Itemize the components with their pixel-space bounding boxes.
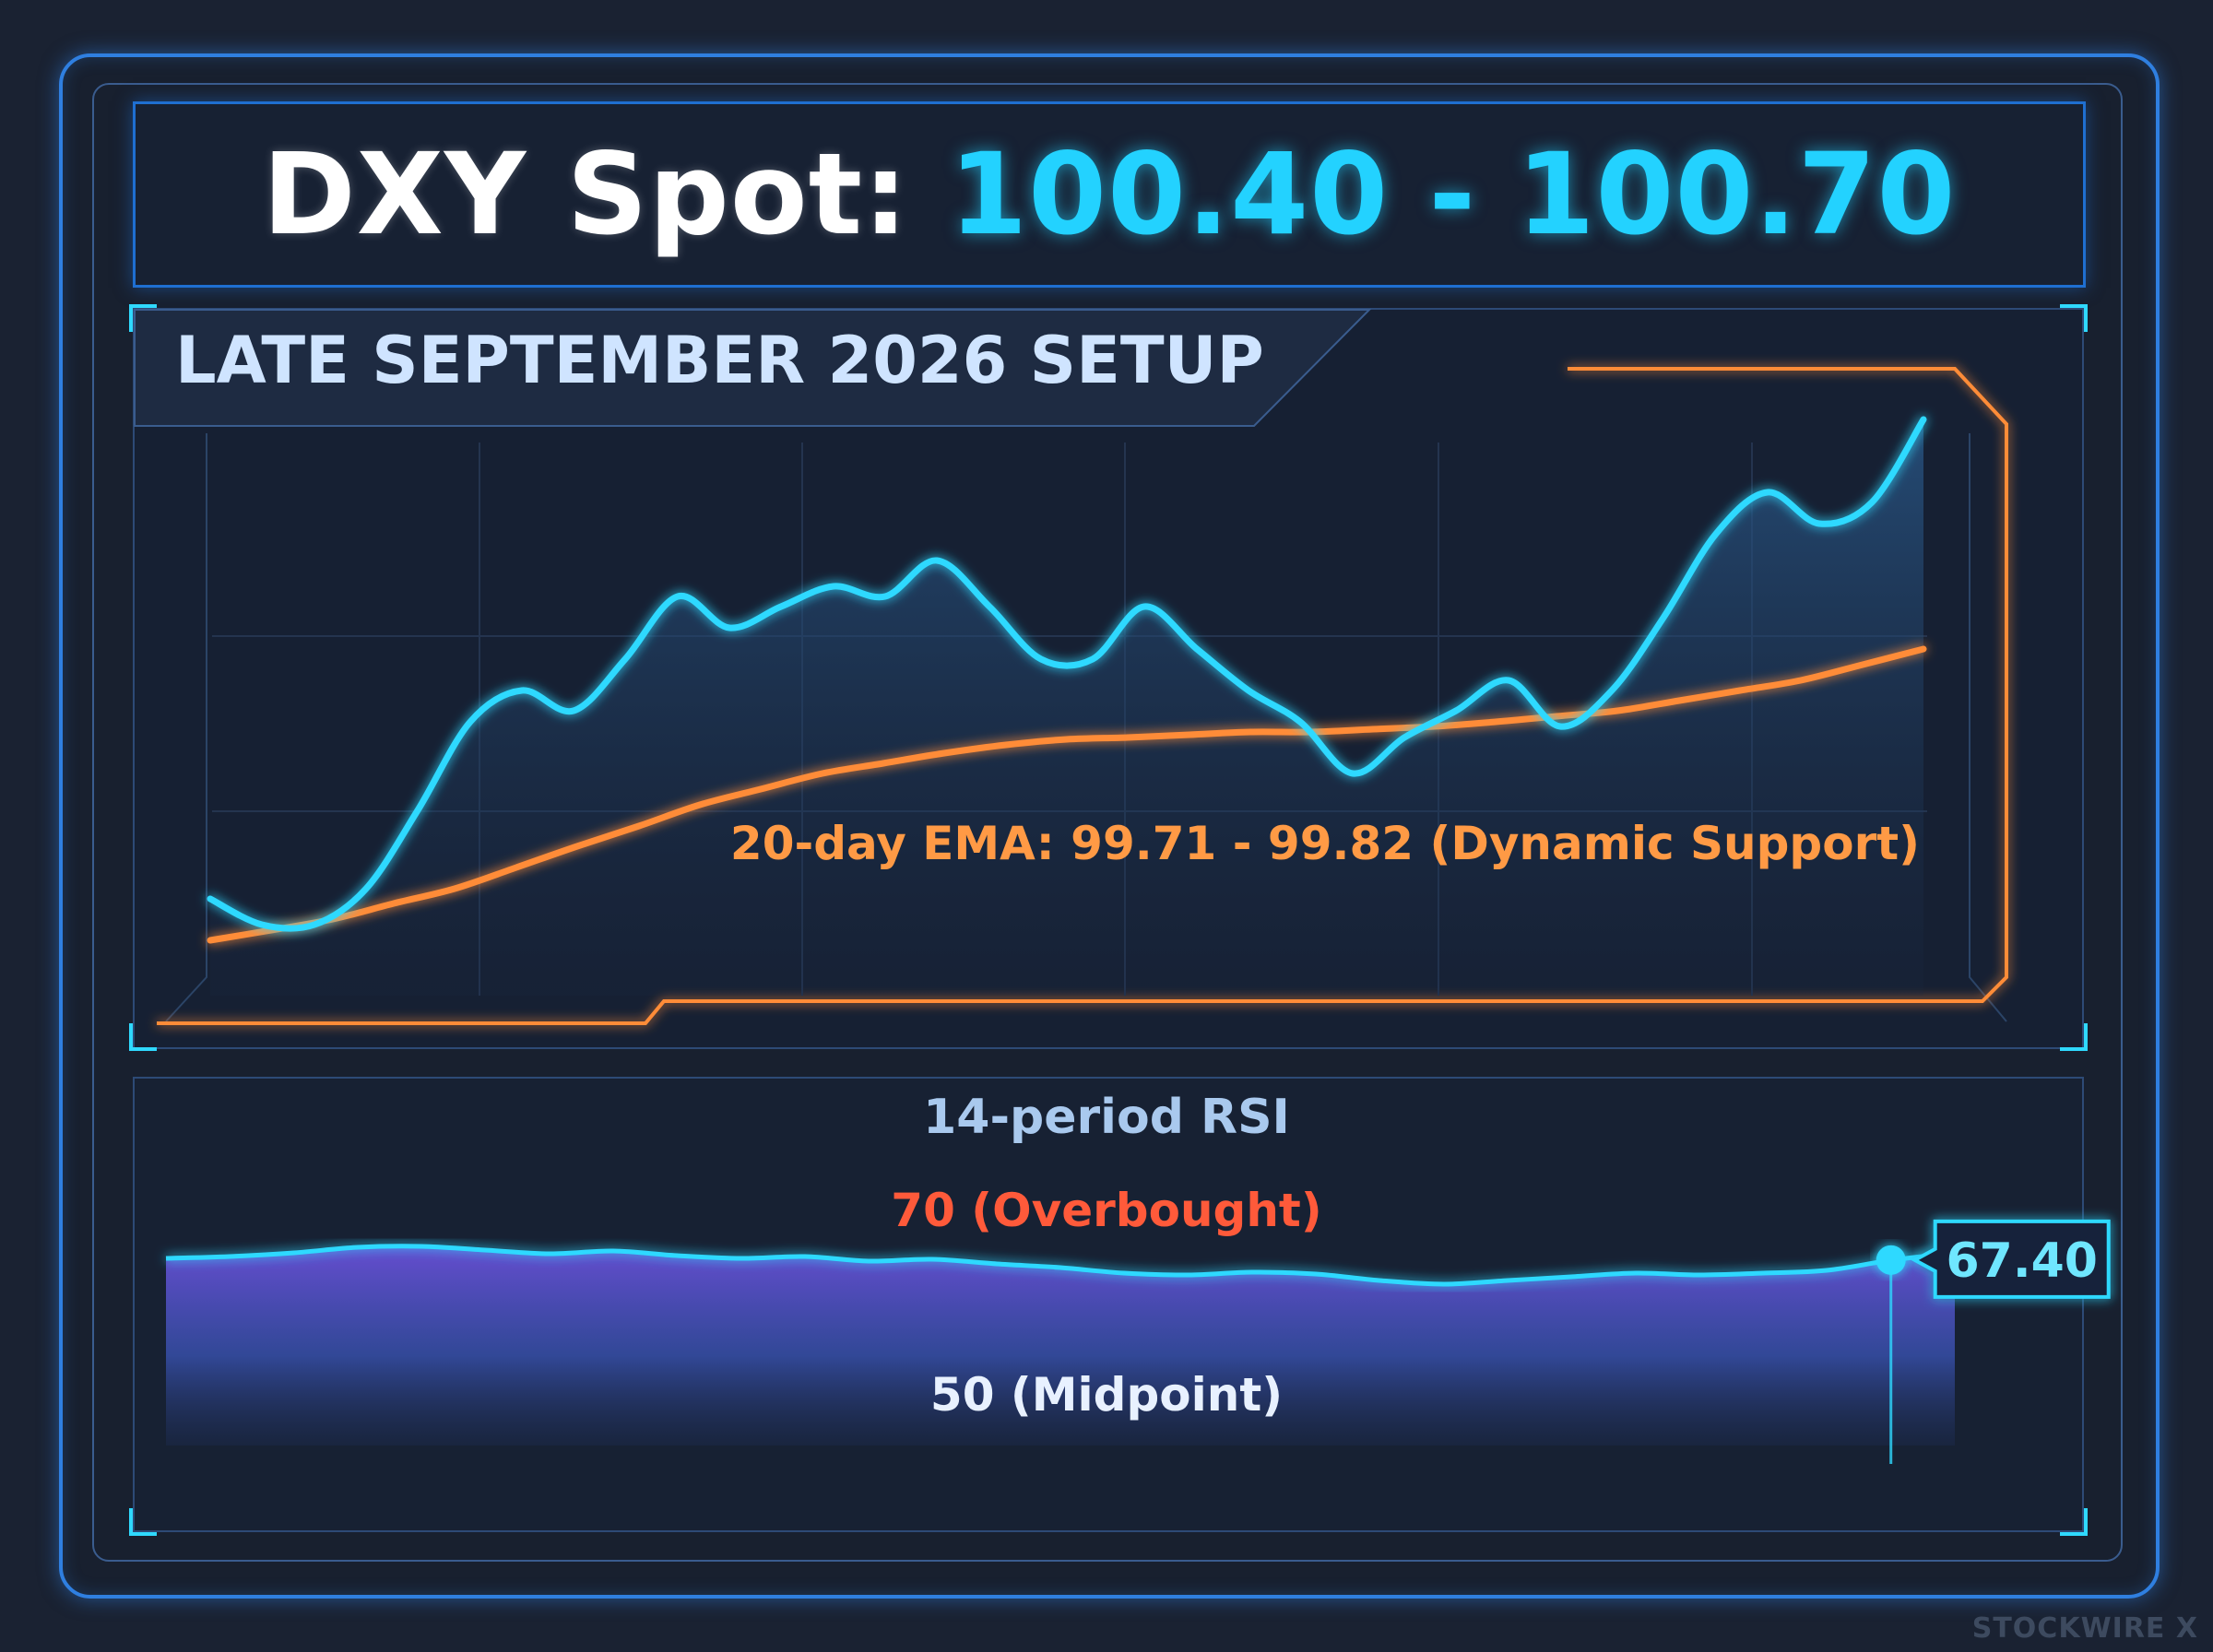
rsi-title: 14-period RSI: [923, 1090, 1290, 1145]
setup-label: LATE SEPTEMBER 2026 SETUP: [175, 323, 1264, 398]
ema-label: 20-day EMA: 99.71 - 99.82 (Dynamic Suppo…: [730, 817, 1920, 870]
midpoint-label: 50 (Midpoint): [930, 1368, 1283, 1422]
rsi-value-label: 67.40: [1946, 1233, 2097, 1289]
corner-accent: [129, 1508, 157, 1536]
title-value: 100.40 - 100.70: [949, 129, 1957, 260]
watermark: STOCKWIRE X: [1971, 1612, 2198, 1645]
title-box: DXY Spot: 100.40 - 100.70: [133, 101, 2086, 288]
setup-label-backdrop: [134, 309, 1372, 427]
ema-series-line: [207, 645, 1927, 944]
corner-accent: [129, 1023, 157, 1051]
rsi-marker-point: [1876, 1245, 1906, 1275]
corner-accent: [2060, 1508, 2088, 1536]
corner-accent: [129, 304, 157, 332]
rsi-area-fill: [166, 1245, 1955, 1446]
price-series-line: [207, 416, 1927, 932]
overbought-label: 70 (Overbought): [891, 1184, 1321, 1237]
title-label: DXY Spot:: [262, 129, 909, 260]
chart-orange-border: [157, 367, 2008, 1025]
inner-frame: [92, 83, 2123, 1562]
rsi-series-line: [165, 1244, 1956, 1287]
corner-accent: [2060, 304, 2088, 332]
page-title: DXY Spot: 100.40 - 100.70: [263, 129, 1957, 260]
price-area-fill: [210, 419, 1923, 996]
corner-accent: [2060, 1023, 2088, 1051]
rsi-value-callout: [1911, 1219, 2111, 1299]
chart-bezel: [165, 433, 2007, 1022]
